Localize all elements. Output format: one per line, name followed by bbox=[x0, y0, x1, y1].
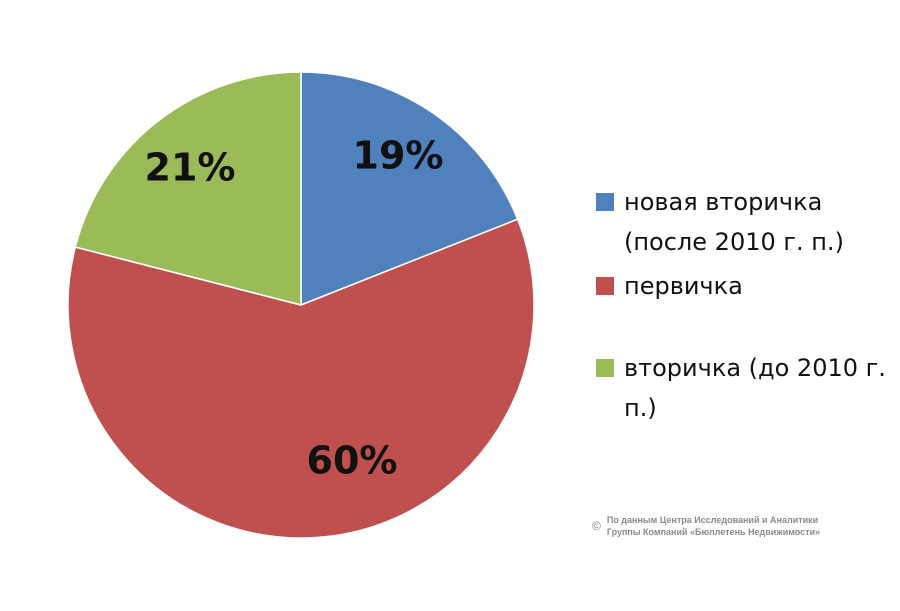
pie-slice-primary bbox=[67, 218, 535, 539]
source-line-1: По данным Центра Исследований и Аналитик… bbox=[606, 515, 819, 525]
legend-swatch-new-secondary bbox=[596, 193, 614, 211]
source-text: По данным Центра Исследований и Аналитик… bbox=[607, 514, 820, 538]
copyright-icon: © bbox=[592, 519, 601, 533]
pie-slice-secondary bbox=[74, 71, 302, 306]
legend-label-primary: первичка bbox=[624, 272, 743, 300]
legend-item-primary: первичка bbox=[596, 266, 886, 306]
legend: новая вторичка (после 2010 г. п.) первич… bbox=[596, 182, 886, 428]
source-line-2: Группы Компаний «Бюллетень Недвижимости» bbox=[606, 527, 821, 537]
legend-swatch-secondary bbox=[596, 359, 614, 377]
legend-label-secondary: вторичка (до 2010 г. п.) bbox=[624, 354, 886, 422]
legend-item-new-secondary: новая вторичка (после 2010 г. п.) bbox=[596, 182, 886, 262]
data-label-secondary: 21% bbox=[145, 146, 236, 190]
legend-label-new-secondary: новая вторичка (после 2010 г. п.) bbox=[624, 188, 844, 256]
source-note: © По данным Центра Исследований и Аналит… bbox=[592, 514, 832, 538]
data-label-primary: 60% bbox=[307, 439, 398, 483]
legend-swatch-primary bbox=[596, 277, 614, 295]
legend-item-secondary: вторичка (до 2010 г. п.) bbox=[596, 348, 886, 428]
pie-slice-new-secondary bbox=[300, 71, 519, 307]
data-label-new-secondary: 19% bbox=[353, 134, 444, 178]
